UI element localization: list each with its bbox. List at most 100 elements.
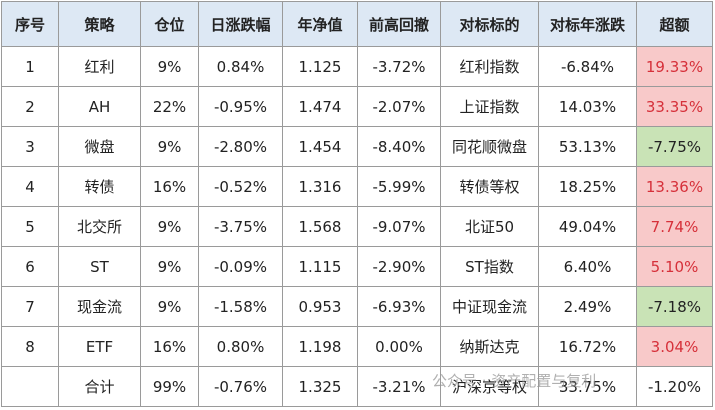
table-cell: 纳斯达克 xyxy=(440,326,539,367)
table-cell: 53.13% xyxy=(538,126,637,167)
table-row: 合计 99% -0.76% 1.325 -3.21% 沪深京等权 33.75% -1.20% xyxy=(1,366,713,407)
table-cell: 1.474 xyxy=(282,86,358,127)
table-cell: 19.33% xyxy=(636,46,713,87)
column-header: 前高回撤 xyxy=(357,1,441,47)
table-cell: -2.80% xyxy=(198,126,283,167)
table-cell: 3 xyxy=(1,126,59,167)
table-cell: 5 xyxy=(1,206,59,247)
table-cell: -2.07% xyxy=(357,86,441,127)
column-header: 对标年涨跌 xyxy=(538,1,637,47)
table-cell: ST指数 xyxy=(440,246,539,287)
column-header: 日涨跌幅 xyxy=(198,1,283,47)
column-header: 仓位 xyxy=(140,1,199,47)
column-header: 超额 xyxy=(636,1,713,47)
table-cell: 0.84% xyxy=(198,46,283,87)
table-cell: -8.40% xyxy=(357,126,441,167)
table-cell: 上证指数 xyxy=(440,86,539,127)
table-cell: 0.00% xyxy=(357,326,441,367)
table-cell: -1.58% xyxy=(198,286,283,327)
table-cell: -1.20% xyxy=(636,366,713,407)
table-cell: -6.84% xyxy=(538,46,637,87)
table-cell: 沪深京等权 xyxy=(440,366,539,407)
table-row: 3 微盘 9% -2.80% 1.454 -8.40% 同花顺微盘 53.13% -7.75% xyxy=(1,126,713,167)
table-cell: 红利 xyxy=(58,46,141,87)
column-header: 序号 xyxy=(1,1,59,47)
header-row: 序号 策略 仓位 日涨跌幅 年净值 前高回撤 对标标的 对标年涨跌 超额 xyxy=(1,1,713,47)
table-cell: 16% xyxy=(140,326,199,367)
table-cell: -0.95% xyxy=(198,86,283,127)
table-cell: 红利指数 xyxy=(440,46,539,87)
table-cell: 4 xyxy=(1,166,59,207)
table-cell: 1.316 xyxy=(282,166,358,207)
table-cell: 18.25% xyxy=(538,166,637,207)
table-cell: 1.125 xyxy=(282,46,358,87)
table-cell: ETF xyxy=(58,326,141,367)
column-header: 策略 xyxy=(58,1,141,47)
table-cell: 6 xyxy=(1,246,59,287)
table-cell: -9.07% xyxy=(357,206,441,247)
table-cell: 7.74% xyxy=(636,206,713,247)
table-cell: -7.75% xyxy=(636,126,713,167)
table-cell: 现金流 xyxy=(58,286,141,327)
table-cell: -7.18% xyxy=(636,286,713,327)
table-cell: -3.75% xyxy=(198,206,283,247)
table-cell: -0.52% xyxy=(198,166,283,207)
table-cell: 9% xyxy=(140,246,199,287)
table-cell: 0.80% xyxy=(198,326,283,367)
table-row: 4 转债 16% -0.52% 1.316 -5.99% 转债等权 18.25% 13.36% xyxy=(1,166,713,207)
table-row: 7 现金流 9% -1.58% 0.953 -6.93% 中证现金流 2.49% -7.18% xyxy=(1,286,713,327)
table-cell: 5.10% xyxy=(636,246,713,287)
table-cell: 合计 xyxy=(58,366,141,407)
table-row: 1 红利 9% 0.84% 1.125 -3.72% 红利指数 -6.84% 19.33% xyxy=(1,46,713,87)
table-cell: -0.09% xyxy=(198,246,283,287)
table-cell: ST xyxy=(58,246,141,287)
table-cell: 9% xyxy=(140,46,199,87)
table-cell: 1.115 xyxy=(282,246,358,287)
table-cell: 1.325 xyxy=(282,366,358,407)
table-cell: 33.35% xyxy=(636,86,713,127)
table-cell: 北证50 xyxy=(440,206,539,247)
table-row: 5 北交所 9% -3.75% 1.568 -9.07% 北证50 49.04% 7.74% xyxy=(1,206,713,247)
table-cell: 6.40% xyxy=(538,246,637,287)
table-cell: -2.90% xyxy=(357,246,441,287)
table-cell: 3.04% xyxy=(636,326,713,367)
table-cell: 同花顺微盘 xyxy=(440,126,539,167)
table-cell: -3.21% xyxy=(357,366,441,407)
table-cell: 中证现金流 xyxy=(440,286,539,327)
table-cell: 微盘 xyxy=(58,126,141,167)
table-cell: 1.568 xyxy=(282,206,358,247)
table-row: 2 AH 22% -0.95% 1.474 -2.07% 上证指数 14.03% 33.35% xyxy=(1,86,713,127)
table-cell: 9% xyxy=(140,206,199,247)
table-cell: 99% xyxy=(140,366,199,407)
table-cell: 33.75% xyxy=(538,366,637,407)
table-cell: AH xyxy=(58,86,141,127)
column-header: 年净值 xyxy=(282,1,358,47)
table-row: 6 ST 9% -0.09% 1.115 -2.90% ST指数 6.40% 5.10% xyxy=(1,246,713,287)
table-cell xyxy=(1,366,59,407)
table-cell: 北交所 xyxy=(58,206,141,247)
table-cell: 1 xyxy=(1,46,59,87)
table-cell: 9% xyxy=(140,286,199,327)
table-cell: 9% xyxy=(140,126,199,167)
table-cell: -5.99% xyxy=(357,166,441,207)
table-cell: 2.49% xyxy=(538,286,637,327)
table-cell: 转债等权 xyxy=(440,166,539,207)
table-cell: 16% xyxy=(140,166,199,207)
table-cell: -0.76% xyxy=(198,366,283,407)
table-cell: 13.36% xyxy=(636,166,713,207)
table-cell: 1.454 xyxy=(282,126,358,167)
table-cell: 2 xyxy=(1,86,59,127)
table-cell: -6.93% xyxy=(357,286,441,327)
table-cell: 16.72% xyxy=(538,326,637,367)
table-cell: 22% xyxy=(140,86,199,127)
table-cell: 0.953 xyxy=(282,286,358,327)
table-cell: 49.04% xyxy=(538,206,637,247)
table-cell: -3.72% xyxy=(357,46,441,87)
table-cell: 8 xyxy=(1,326,59,367)
column-header: 对标标的 xyxy=(440,1,539,47)
table-body: 1 红利 9% 0.84% 1.125 -3.72% 红利指数 -6.84% 19.33% 2 AH… xyxy=(1,46,713,407)
table-cell: 转债 xyxy=(58,166,141,207)
table-cell: 14.03% xyxy=(538,86,637,127)
